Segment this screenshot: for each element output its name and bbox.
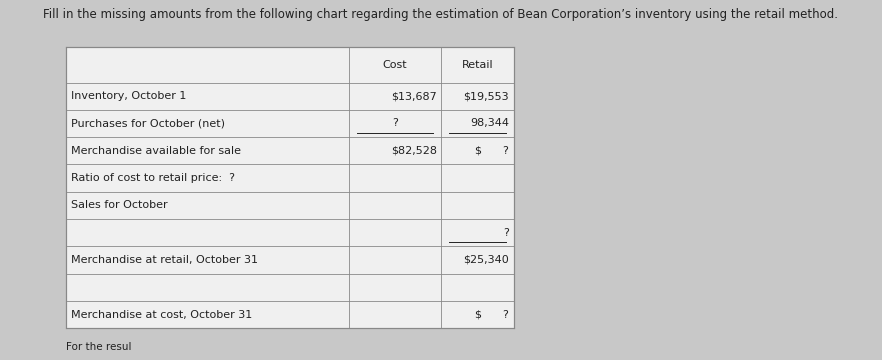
Text: Sales for October: Sales for October <box>71 201 168 210</box>
Text: Merchandise at cost, October 31: Merchandise at cost, October 31 <box>71 310 252 320</box>
Text: ?: ? <box>504 228 509 238</box>
Text: $      ?: $ ? <box>475 310 509 320</box>
Text: Inventory, October 1: Inventory, October 1 <box>71 91 186 101</box>
Text: $      ?: $ ? <box>475 146 509 156</box>
Text: For the resul: For the resul <box>66 342 131 352</box>
Bar <box>66 47 513 328</box>
Text: Merchandise available for sale: Merchandise available for sale <box>71 146 241 156</box>
Text: $25,340: $25,340 <box>463 255 509 265</box>
Text: Ratio of cost to retail price:  ?: Ratio of cost to retail price: ? <box>71 173 235 183</box>
Text: Purchases for October (net): Purchases for October (net) <box>71 118 225 129</box>
Text: Fill in the missing amounts from the following chart regarding the estimation of: Fill in the missing amounts from the fol… <box>43 8 839 21</box>
Text: Cost: Cost <box>383 60 407 70</box>
Text: $13,687: $13,687 <box>392 91 437 101</box>
Text: $19,553: $19,553 <box>463 91 509 101</box>
Text: $82,528: $82,528 <box>392 146 437 156</box>
Text: 98,344: 98,344 <box>470 118 509 129</box>
Text: Retail: Retail <box>461 60 493 70</box>
Text: ?: ? <box>392 118 398 129</box>
Text: Merchandise at retail, October 31: Merchandise at retail, October 31 <box>71 255 258 265</box>
